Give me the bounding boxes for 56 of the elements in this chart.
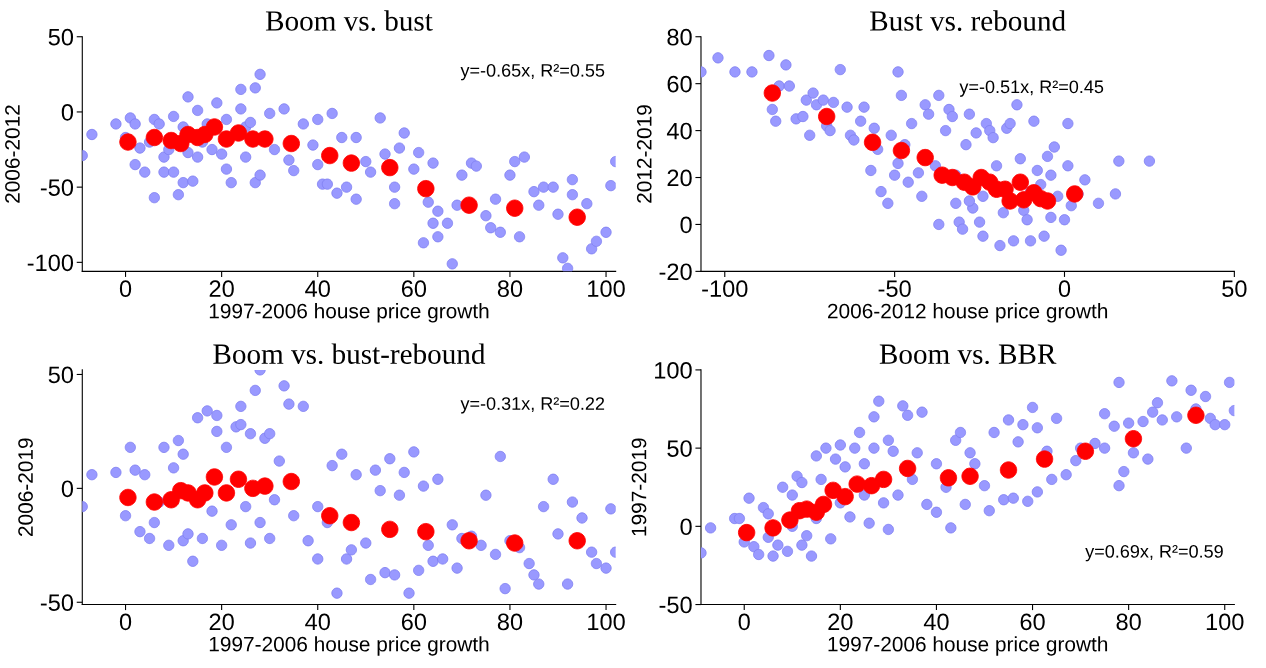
x-tick-label: 80 [497, 613, 523, 631]
y-tick-label: 0 [680, 518, 692, 536]
y-tick-label: 20 [667, 169, 692, 187]
x-axis-title: 1997-2006 house price growth [828, 636, 1108, 656]
x-axis-title: 1997-2006 house price growth [209, 303, 489, 323]
x-tick-label: 0 [738, 613, 750, 631]
x-tick-label: 20 [828, 613, 853, 631]
x-tick-label: 0 [1058, 280, 1071, 298]
chart-title: Bust vs. rebound [870, 10, 1066, 31]
x-tick-label: 60 [401, 613, 427, 631]
x-tick-label: 100 [1206, 613, 1244, 631]
annotation: y=0.69x, R²=0.59 [1085, 544, 1223, 562]
x-tick-label: 100 [588, 613, 625, 631]
y-tick-label: -50 [659, 596, 692, 614]
y-tick-label: 100 [655, 361, 692, 379]
y-tick-label: 50 [48, 366, 74, 384]
chart-title: Boom vs. bust-rebound [213, 343, 486, 365]
chart-title: Boom vs. BBR [879, 344, 1057, 365]
y-tick-label: -50 [40, 179, 74, 196]
y-tick-label: -20 [659, 263, 692, 281]
x-tick-label: 40 [305, 613, 330, 631]
y-tick-label: 0 [61, 480, 74, 498]
chart-title: Boom vs. bust [265, 10, 433, 31]
y-tick-label: 60 [667, 75, 692, 93]
x-tick-label: 0 [119, 613, 132, 631]
y-axis-title: 1997-2019 [631, 438, 647, 536]
x-tick-label: 80 [497, 280, 523, 298]
x-tick-label: 80 [1116, 613, 1141, 631]
y-tick-label: -100 [27, 254, 74, 272]
y-tick-label: 50 [48, 28, 74, 46]
x-tick-label: -50 [878, 280, 911, 298]
y-tick-label: 80 [667, 28, 692, 46]
y-axis-title: 2006-2012 [5, 105, 20, 203]
x-tick-label: 20 [209, 280, 234, 298]
y-tick-label: 0 [61, 104, 74, 121]
x-tick-label: 100 [588, 280, 625, 298]
x-tick-label: -100 [702, 280, 748, 298]
x-tick-label: 0 [119, 280, 132, 298]
x-tick-label: 50 [1222, 280, 1247, 298]
annotation: y=-0.65x, R²=0.55 [460, 64, 605, 81]
x-tick-label: 40 [305, 280, 330, 298]
x-tick-label: 60 [1020, 613, 1045, 631]
point [1066, 185, 1084, 203]
y-axis-title: 2006-2019 [18, 438, 33, 536]
x-tick-label: 20 [209, 613, 234, 631]
y-tick-label: 50 [667, 440, 692, 457]
x-tick-label: 40 [923, 613, 949, 631]
annotation: y=-0.51x, R²=0.45 [959, 80, 1104, 97]
y-tick-label: -50 [40, 594, 74, 612]
annotation: y=-0.31x, R²=0.22 [460, 397, 605, 414]
y-tick-label: 40 [666, 122, 692, 140]
x-tick-label: 60 [401, 280, 427, 298]
x-axis-title: 1997-2006 house price growth [209, 636, 489, 656]
y-axis-title: 2012-2019 [636, 105, 652, 203]
y-tick-label: 0 [680, 216, 692, 234]
x-axis-title: 2006-2012 house price growth [828, 303, 1108, 323]
